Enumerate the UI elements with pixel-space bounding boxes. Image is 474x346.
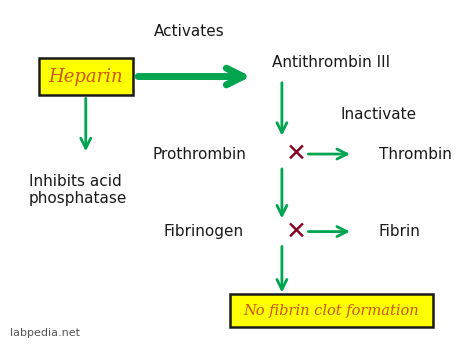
Text: Inactivate: Inactivate [341, 107, 417, 122]
Text: Fibrinogen: Fibrinogen [164, 224, 244, 239]
Text: ✕: ✕ [285, 220, 307, 244]
Text: No fibrin clot formation: No fibrin clot formation [244, 304, 419, 318]
Text: Activates: Activates [155, 24, 225, 39]
Text: Antithrombin III: Antithrombin III [273, 55, 391, 70]
Text: Thrombin: Thrombin [379, 147, 452, 162]
Text: Fibrin: Fibrin [379, 224, 420, 239]
Text: labpedia.net: labpedia.net [10, 328, 80, 338]
Text: ✕: ✕ [285, 142, 307, 166]
FancyBboxPatch shape [230, 294, 433, 327]
Text: Inhibits acid
phosphatase: Inhibits acid phosphatase [29, 174, 128, 207]
Text: Heparin: Heparin [48, 67, 123, 85]
FancyBboxPatch shape [38, 57, 133, 95]
Text: Prothrombin: Prothrombin [153, 147, 246, 162]
